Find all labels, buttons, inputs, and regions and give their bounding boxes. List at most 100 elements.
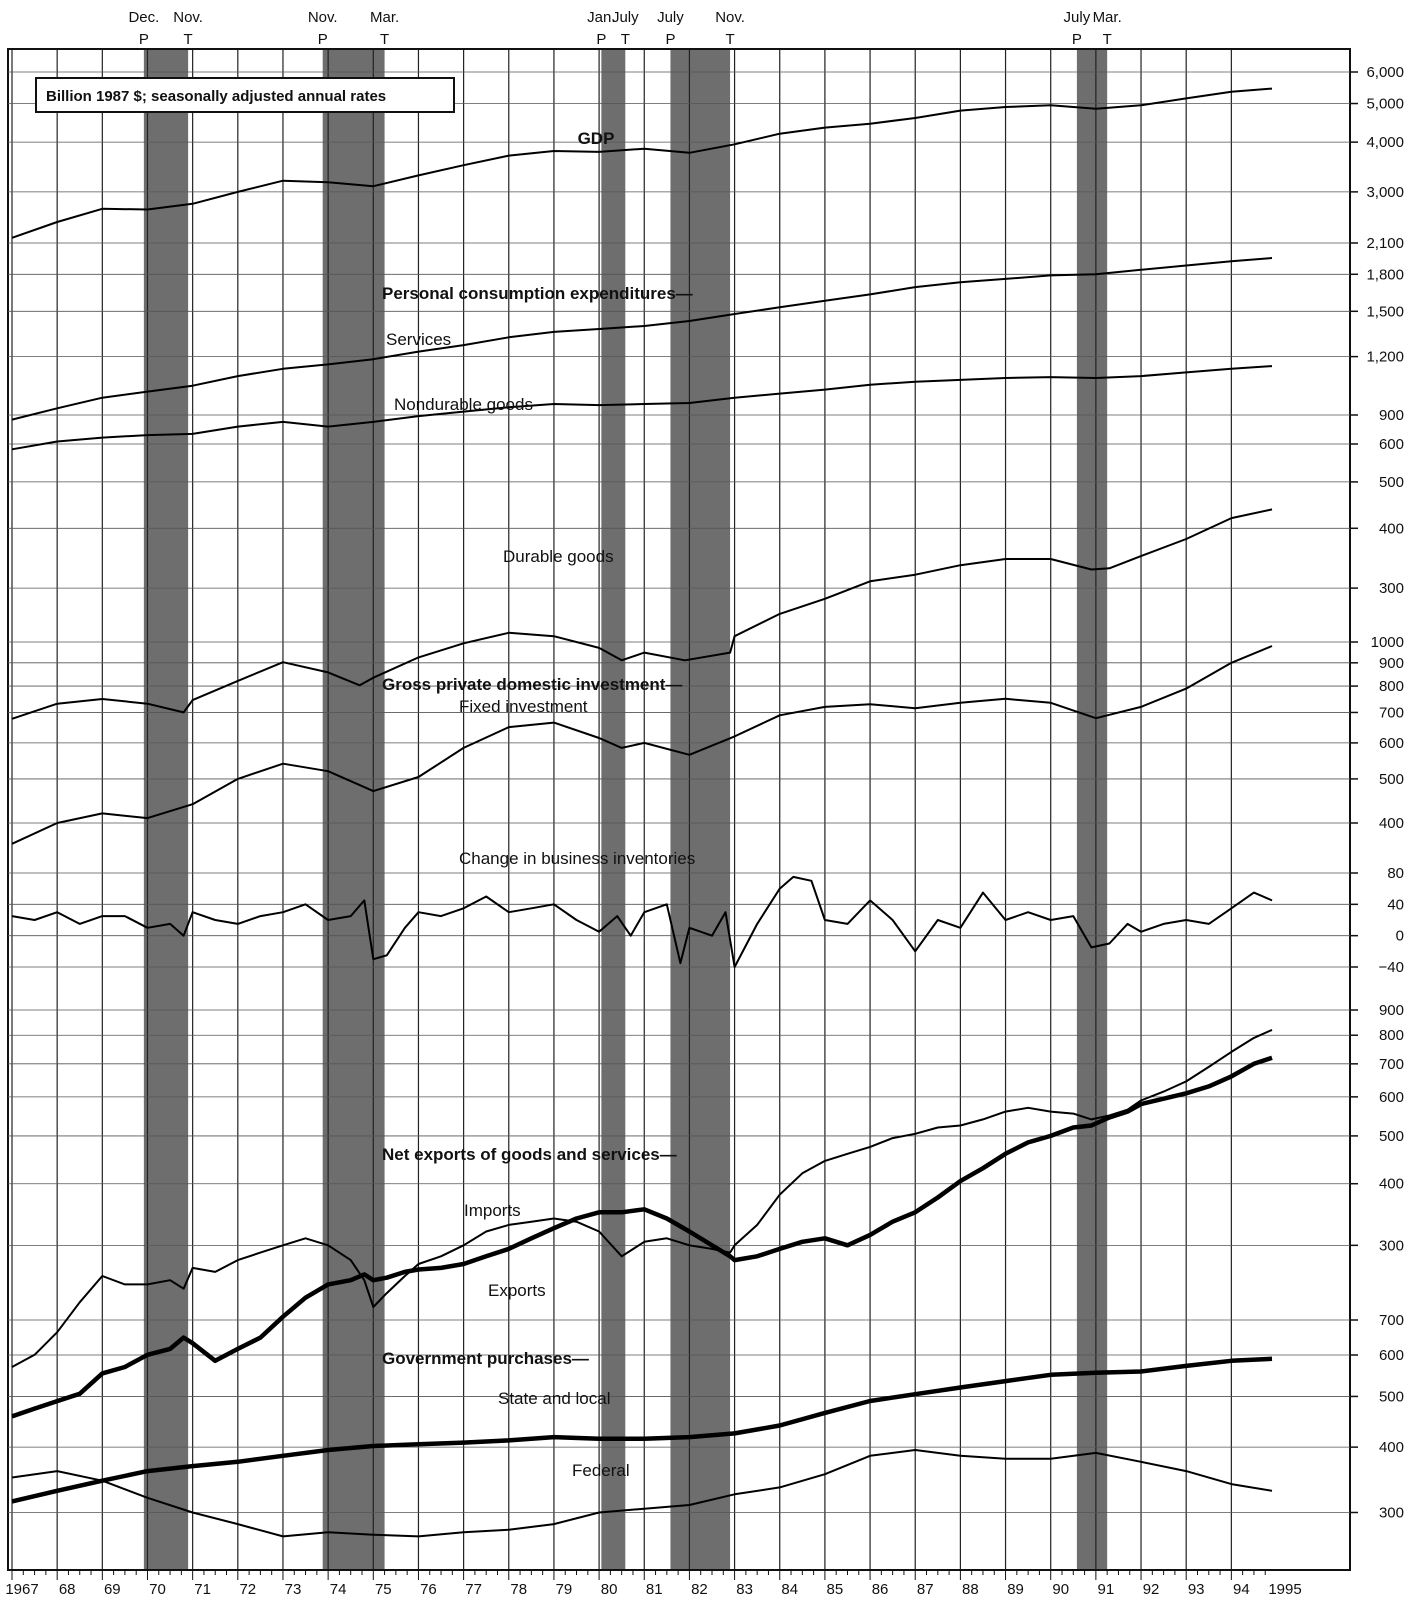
series-line-imports (11, 1028, 1273, 1368)
recession-trough-marker: T (380, 31, 389, 48)
x-tick-label: 78 (510, 1581, 527, 1598)
series-label: Gross private domestic investment— (382, 675, 682, 694)
x-tick-label: 80 (601, 1581, 618, 1598)
recession-peak-marker: P (1072, 31, 1082, 48)
series-label: Durable goods (503, 547, 614, 566)
x-tick-label: 72 (239, 1581, 256, 1598)
y-tick-label: 500 (1379, 771, 1404, 788)
x-tick-label: 88 (962, 1581, 979, 1598)
x-tick-label: 90 (1052, 1581, 1069, 1598)
x-tick-label: 84 (781, 1581, 798, 1598)
recession-band (670, 50, 731, 1569)
x-tick-label: 74 (330, 1581, 347, 1598)
y-tick-label: 80 (1387, 865, 1404, 882)
x-tick-label: 70 (149, 1581, 166, 1598)
series-line-fixed-investment (11, 645, 1273, 845)
y-tick-label: 300 (1379, 580, 1404, 597)
y-tick-label: 900 (1379, 407, 1404, 424)
series-label: State and local (498, 1389, 610, 1408)
y-tick-label: 1,200 (1366, 349, 1404, 366)
y-tick-label: 600 (1379, 1089, 1404, 1106)
y-tick-label: 5,000 (1366, 96, 1404, 113)
y-tick-label: 40 (1387, 896, 1404, 913)
recession-peak-month: July (657, 9, 684, 26)
x-tick-label: 89 (1007, 1581, 1024, 1598)
series-label: Government purchases— (382, 1349, 589, 1368)
y-tick-label: 600 (1379, 735, 1404, 752)
series-label: Fixed investment (459, 697, 588, 716)
recession-peak-marker: P (665, 31, 675, 48)
series-label: Federal (572, 1461, 630, 1480)
x-tick-label: 85 (827, 1581, 844, 1598)
y-tick-label: 0 (1396, 928, 1404, 945)
recession-trough-month: Nov. (715, 9, 745, 26)
recession-peak-marker: P (139, 31, 149, 48)
series-line-durable-goods (11, 508, 1273, 720)
plot-frame (7, 48, 1351, 1571)
series-line-exports (11, 1055, 1273, 1419)
x-tick-label: 92 (1143, 1581, 1160, 1598)
x-tick-label: 77 (465, 1581, 482, 1598)
x-tick-label: 82 (691, 1581, 708, 1598)
series-label: Change in business inventories (459, 849, 695, 868)
recession-trough-month: Nov. (173, 9, 203, 26)
recession-band (601, 50, 626, 1569)
x-tick-label: 68 (59, 1581, 76, 1598)
recession-trough-marker: T (1103, 31, 1112, 48)
recession-band (322, 50, 385, 1569)
x-tick-label: 93 (1188, 1581, 1205, 1598)
y-tick-label: 1,500 (1366, 303, 1404, 320)
axes: 6,000 5,000 4,000 3,000 2,100 1,800 1,500 1,200… (5, 64, 1404, 1598)
x-tick-label: 83 (736, 1581, 753, 1598)
x-tick-label: 76 (420, 1581, 437, 1598)
recession-band (143, 50, 189, 1569)
series-lines (11, 87, 1273, 1538)
series-labels: GDP Personal consumption expenditures— Ser… (382, 129, 695, 1480)
x-tick-label: 73 (285, 1581, 302, 1598)
y-tick-label: 1,800 (1366, 266, 1404, 283)
recession-trough-marker: T (184, 31, 193, 48)
recession-peak-month: Jan. (587, 9, 615, 26)
x-tick-label: 71 (194, 1581, 211, 1598)
x-tick-label: 86 (872, 1581, 889, 1598)
y-tick-label: 400 (1379, 1176, 1404, 1193)
gridlines (8, 50, 1350, 1569)
recession-trough-month: Mar. (1093, 9, 1122, 26)
x-tick-label: 91 (1098, 1581, 1115, 1598)
recession-peak-month: Dec. (128, 9, 159, 26)
recession-trough-month: Mar. (370, 9, 399, 26)
y-tick-label: 800 (1379, 678, 1404, 695)
series-line-federal (11, 1449, 1273, 1538)
x-tick-label: 94 (1233, 1581, 1250, 1598)
y-tick-label: 800 (1379, 1027, 1404, 1044)
y-tick-label: 2,100 (1366, 235, 1404, 252)
series-label: Exports (488, 1281, 546, 1300)
x-tick-label: 87 (917, 1581, 934, 1598)
series-label: Imports (464, 1201, 521, 1220)
series-line-nondurable-goods (11, 365, 1273, 451)
series-line-change-in-business-inventories (11, 875, 1273, 968)
x-tick-label: 75 (375, 1581, 392, 1598)
y-tick-label: 700 (1379, 1056, 1404, 1073)
y-tick-label: 3,000 (1366, 184, 1404, 201)
recession-peak-month: July (1064, 9, 1091, 26)
y-tick-label: 300 (1379, 1504, 1404, 1521)
series-line-state-and-local (11, 1356, 1273, 1504)
recession-trough-marker: T (725, 31, 734, 48)
x-tick-label: 81 (646, 1581, 663, 1598)
recession-trough-marker: T (621, 31, 630, 48)
x-tick-label: 1995 (1268, 1581, 1301, 1598)
y-tick-label: 500 (1379, 1128, 1404, 1145)
series-line-gdp (11, 87, 1273, 239)
series-label: Personal consumption expenditures— (382, 284, 693, 303)
y-tick-label: 400 (1379, 815, 1404, 832)
y-tick-label: 500 (1379, 1388, 1404, 1405)
series-label: Services (386, 330, 451, 349)
recession-peak-month: Nov. (308, 9, 338, 26)
y-tick-label: 600 (1379, 1347, 1404, 1364)
recession-band (1076, 50, 1108, 1569)
y-tick-label: −40 (1379, 959, 1404, 976)
y-tick-label: 500 (1379, 474, 1404, 491)
